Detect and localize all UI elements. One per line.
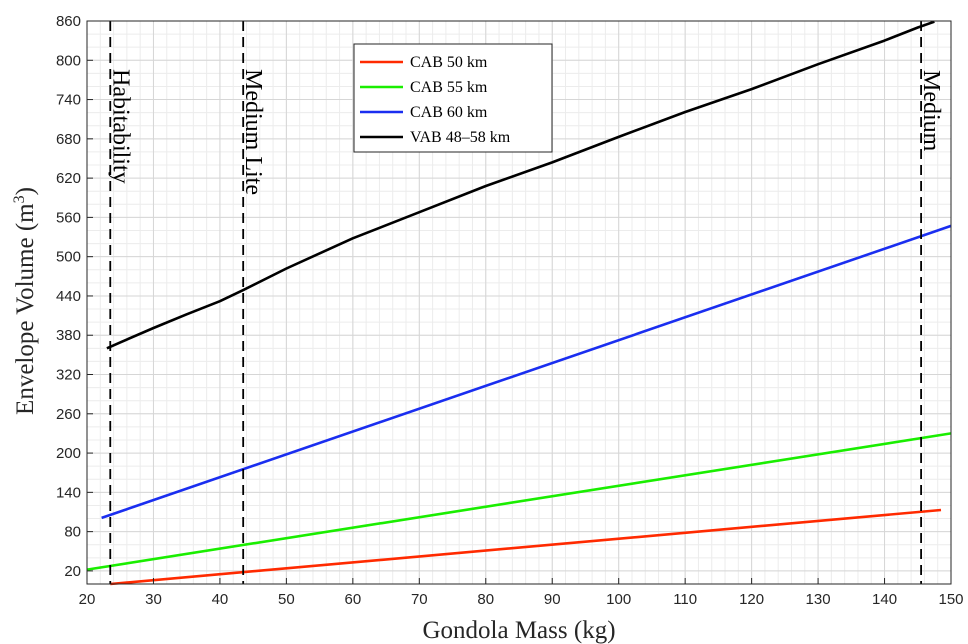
y-tick-label: 500 xyxy=(56,249,81,266)
y-axis-title-text: Envelope Volume (m xyxy=(12,203,39,415)
y-axis-title-superscript: 3 xyxy=(11,195,28,203)
series-line-3 xyxy=(106,20,935,350)
x-tick-label: 110 xyxy=(673,591,697,608)
y-tick-label: 380 xyxy=(56,327,81,344)
legend-label-1: CAB 55 km xyxy=(410,79,488,96)
y-axis-title: Envelope Volume (m3) xyxy=(11,187,39,415)
x-tick-label: 80 xyxy=(477,591,494,608)
y-tick-label: 140 xyxy=(56,484,81,501)
vertical-markers: Habitability Medium Lite Medium xyxy=(107,21,944,584)
series-line-0 xyxy=(110,508,942,586)
x-tick-label: 20 xyxy=(79,591,96,608)
series-line-1 xyxy=(86,432,952,571)
x-tick-label: 150 xyxy=(938,591,963,608)
y-tick-label: 260 xyxy=(56,406,81,423)
y-axis-ticks: 20 80 140 200 260 320 380 440 500 560 620 680 740 800… xyxy=(56,13,93,580)
x-tick-label: 60 xyxy=(345,591,362,608)
x-tick-label: 40 xyxy=(212,591,229,608)
x-axis-title: Gondola Mass (kg) xyxy=(422,617,615,644)
legend-label-2: CAB 60 km xyxy=(410,104,488,121)
y-tick-label: 20 xyxy=(64,563,81,580)
x-tick-label: 120 xyxy=(739,591,764,608)
vertical-marker-label: Habitability xyxy=(107,69,133,184)
x-axis-ticks: 20 30 40 50 60 70 80 90 100 110 120 130 140 150 xyxy=(79,578,964,608)
y-tick-label: 440 xyxy=(56,288,81,305)
y-axis-title-close: ) xyxy=(12,187,39,195)
vertical-marker-label: Medium xyxy=(918,70,944,152)
x-tick-label: 130 xyxy=(806,591,831,608)
vertical-marker-label: Medium Lite xyxy=(240,69,266,195)
plot-frame xyxy=(86,20,952,585)
x-tick-label: 100 xyxy=(606,591,631,608)
y-tick-label: 320 xyxy=(56,367,81,384)
x-tick-label: 30 xyxy=(145,591,162,608)
y-tick-label: 200 xyxy=(56,445,81,462)
y-tick-label: 80 xyxy=(64,524,81,541)
legend-label-0: CAB 50 km xyxy=(410,54,488,71)
y-tick-label: 740 xyxy=(56,92,81,109)
y-tick-label: 800 xyxy=(56,52,81,69)
legend: CAB 50 km CAB 55 km CAB 60 km VAB 48–58 km xyxy=(353,43,553,153)
y-tick-label: 620 xyxy=(56,170,81,187)
x-tick-label: 50 xyxy=(278,591,295,608)
y-tick-label: 860 xyxy=(56,13,81,30)
legend-label-3: VAB 48–58 km xyxy=(410,129,511,146)
x-tick-label: 140 xyxy=(872,591,897,608)
x-tick-label: 90 xyxy=(544,591,561,608)
y-tick-label: 680 xyxy=(56,131,81,148)
x-tick-label: 70 xyxy=(411,591,428,608)
y-tick-label: 560 xyxy=(56,209,81,226)
